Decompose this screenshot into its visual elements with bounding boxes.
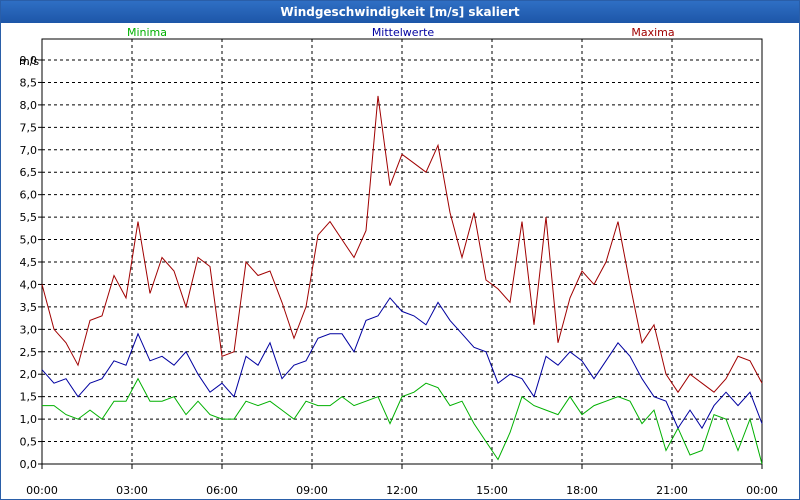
y-tick-label: 0,5 [20, 436, 38, 449]
axes [38, 38, 763, 469]
y-tick-label: 1,0 [20, 413, 38, 426]
y-tick-label: 7,0 [20, 144, 38, 157]
x-tick-time-label: 06:00 [206, 484, 238, 497]
y-tick-label: 4,5 [20, 256, 38, 269]
plot-frame [41, 38, 763, 465]
legend-maxima: Maxima [631, 26, 674, 39]
x-tick-time-label: 00:00 [26, 484, 58, 497]
x-tick-time-label: 00:00 [746, 484, 778, 497]
y-tick-label: 3,5 [20, 301, 38, 314]
series-lines [41, 95, 763, 465]
series-line-minima [42, 377, 763, 465]
y-tick-label: 2,5 [20, 346, 38, 359]
y-tick-label: 8,5 [20, 76, 38, 89]
x-tick-time-label: 15:00 [476, 484, 508, 497]
legend-mittelwerte: Mittelwerte [372, 26, 435, 39]
y-tick-label: 1,5 [20, 391, 38, 404]
x-tick-time-label: 18:00 [566, 484, 598, 497]
x-tick-time-label: 12:00 [386, 484, 418, 497]
legend-minima: Minima [127, 26, 167, 39]
y-tick-label: 4,0 [20, 278, 38, 291]
y-tick-label: 5,5 [20, 211, 38, 224]
x-tick-time-label: 21:00 [656, 484, 688, 497]
x-tick-time-label: 09:00 [296, 484, 328, 497]
y-tick-label: 6,5 [20, 166, 38, 179]
y-tick-label: 7,5 [20, 121, 38, 134]
series-line-mittelwerte [41, 297, 763, 430]
y-tick-label: 5,0 [20, 234, 38, 247]
y-tick-label: 0,0 [20, 458, 38, 471]
wind-speed-chart: 0,0 0,5 1,0 1,5 2,0 2,5 3,0 3,5 4,0 4,5 5,0 5,5 6,0 6… [19, 26, 778, 497]
series-line-maxima [41, 95, 763, 394]
window-title: Windgeschwindigkeit [m/s] skaliert [1, 1, 799, 23]
y-tick-label: 2,0 [20, 368, 38, 381]
y-axis-label: m/s [19, 55, 39, 68]
y-tick-label: 8,0 [20, 99, 38, 112]
y-tick-label: 9,0 [20, 54, 38, 67]
tick-labels: 0,0 0,5 1,0 1,5 2,0 2,5 3,0 3,5 4,0 4,5 5,0 5,5 6,0 6… [19, 26, 778, 497]
y-tick-label: 3,0 [20, 323, 38, 336]
x-tick-time-label: 03:00 [116, 484, 148, 497]
y-tick-label: 6,0 [20, 189, 38, 202]
